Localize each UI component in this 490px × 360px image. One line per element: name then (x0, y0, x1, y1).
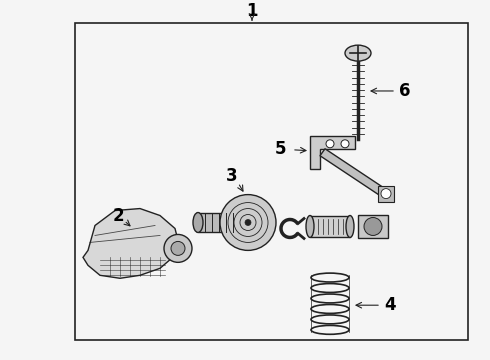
Circle shape (220, 195, 276, 251)
Ellipse shape (306, 216, 314, 238)
Bar (75, 23, 468, 340)
Bar (358, 215, 388, 238)
Circle shape (341, 140, 349, 148)
Text: 4: 4 (384, 296, 396, 314)
Text: 6: 6 (399, 82, 411, 100)
Circle shape (364, 217, 382, 235)
Polygon shape (83, 208, 178, 278)
Circle shape (171, 242, 185, 255)
Circle shape (164, 234, 192, 262)
Circle shape (245, 220, 251, 225)
Circle shape (326, 140, 334, 148)
Circle shape (381, 189, 391, 199)
Text: 3: 3 (226, 167, 238, 185)
Polygon shape (310, 136, 355, 169)
Ellipse shape (346, 216, 354, 238)
Text: 1: 1 (246, 2, 258, 20)
Ellipse shape (193, 212, 203, 233)
Ellipse shape (345, 45, 371, 61)
Polygon shape (320, 149, 385, 195)
Bar (378, 186, 394, 202)
Text: 2: 2 (112, 207, 124, 225)
Bar (198, 212, 250, 233)
Bar (310, 216, 350, 238)
Text: 5: 5 (274, 140, 286, 158)
